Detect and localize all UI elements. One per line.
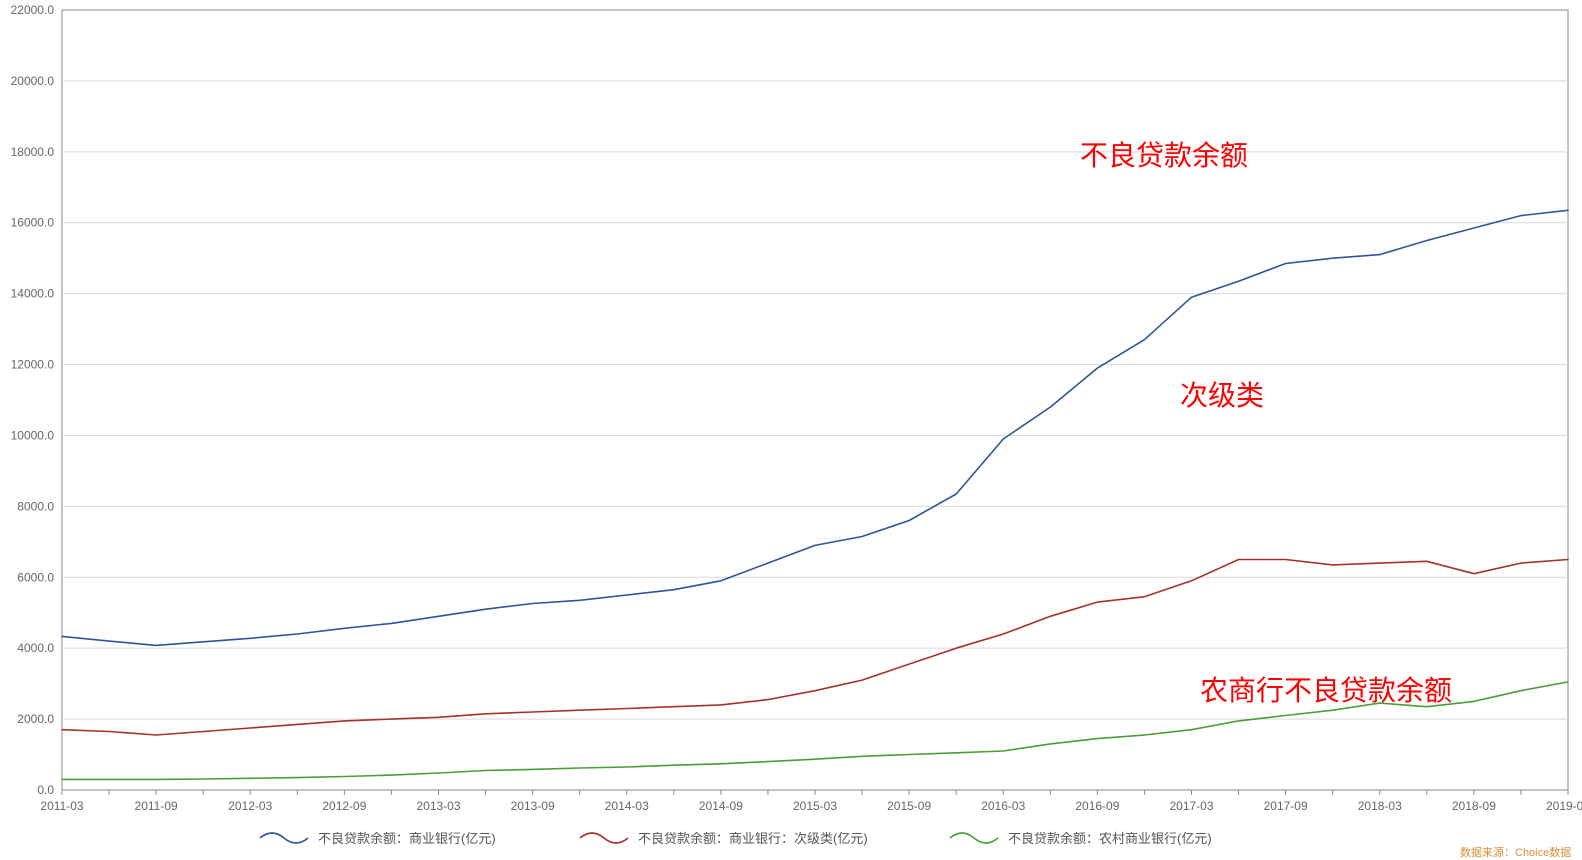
x-tick-label: 2017-03 (1169, 799, 1213, 813)
legend-swatch-2 (950, 833, 998, 843)
x-tick-label: 2014-09 (699, 799, 743, 813)
annotation-1: 次级类 (1180, 380, 1264, 411)
annotation-0: 不良贷款余额 (1080, 140, 1248, 171)
y-tick-label: 0.0 (37, 783, 54, 797)
x-tick-label: 2017-09 (1264, 799, 1308, 813)
chart-svg: 0.0 2000.0 4000.0 6000.0 8000.0 10000.0 12000.… (0, 0, 1582, 860)
x-tick-label: 2016-09 (1075, 799, 1119, 813)
y-tick-label: 12000.0 (11, 358, 55, 372)
x-tick-label: 2015-09 (887, 799, 931, 813)
legend-label-2: 不良贷款余额：农村商业银行(亿元) (1008, 831, 1212, 846)
y-tick-label: 2000.0 (17, 712, 54, 726)
x-tick-label: 2011-09 (135, 799, 178, 813)
y-tick-label: 22000.0 (11, 3, 55, 17)
line-chart: 0.0 2000.0 4000.0 6000.0 8000.0 10000.0 12000.… (0, 0, 1582, 860)
x-tick-label: 2012-03 (228, 799, 272, 813)
x-tick-label: 2015-03 (793, 799, 837, 813)
plot-border (62, 10, 1568, 790)
y-tick-label: 14000.0 (11, 287, 55, 301)
legend-label-0: 不良贷款余额：商业银行(亿元) (318, 831, 496, 846)
y-tick-label: 20000.0 (11, 74, 55, 88)
legend-label-1: 不良贷款余额：商业银行：次级类(亿元) (638, 831, 868, 846)
x-tick-label: 2012-09 (322, 799, 366, 813)
legend-swatch-0 (260, 833, 308, 843)
y-tick-label: 6000.0 (17, 570, 54, 584)
series-line-0 (62, 210, 1568, 645)
x-tick-label: 2018-09 (1452, 799, 1496, 813)
annotation-2: 农商行不良贷款余额 (1200, 675, 1452, 706)
x-tick-label: 2013-03 (416, 799, 460, 813)
y-tick-label: 10000.0 (11, 428, 55, 442)
x-tick-label: 2016-03 (981, 799, 1025, 813)
y-tick-label: 8000.0 (17, 499, 54, 513)
legend-swatch-1 (580, 833, 628, 843)
data-source-footer: 数据来源：Choice数据 (1460, 845, 1571, 859)
y-tick-label: 18000.0 (11, 145, 55, 159)
x-tick-label: 2011-03 (40, 799, 83, 813)
x-tick-label: 2014-03 (605, 799, 649, 813)
x-tick-label: 2013-09 (511, 799, 555, 813)
y-tick-label: 4000.0 (17, 641, 54, 655)
y-tick-label: 16000.0 (11, 216, 55, 230)
x-tick-label: 2019-03 (1546, 799, 1582, 813)
x-tick-label: 2018-03 (1358, 799, 1402, 813)
